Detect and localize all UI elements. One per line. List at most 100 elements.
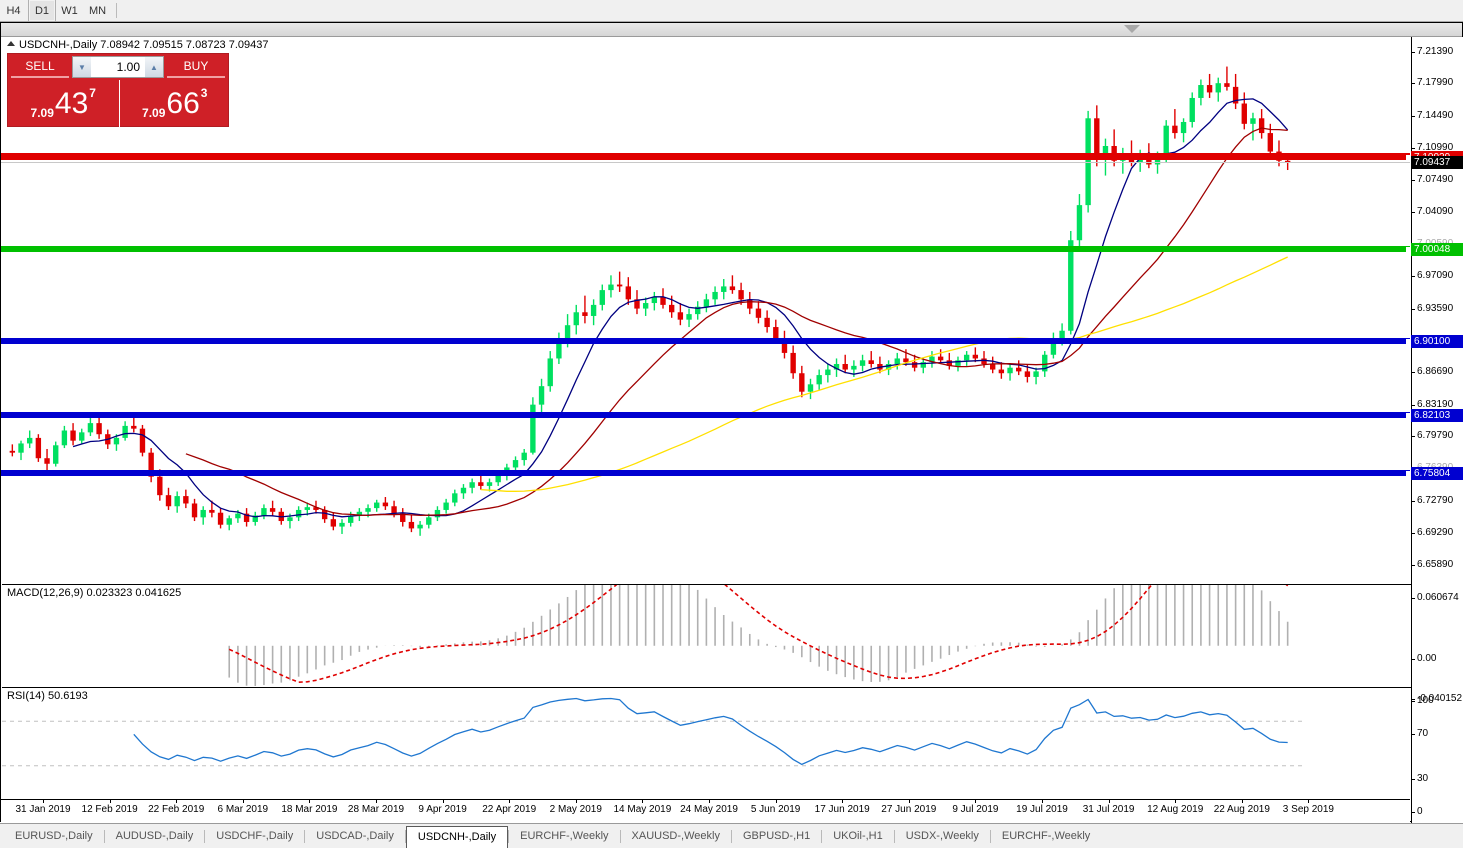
price-tick: 6.72790 xyxy=(1412,495,1463,507)
date-label: 31 Jan 2019 xyxy=(15,804,71,815)
chart-tab-audusd-daily[interactable]: AUDUSD-,Daily xyxy=(115,830,194,842)
marker-handle-icon[interactable] xyxy=(1406,412,1411,418)
price-tick: 7.10990 xyxy=(1412,142,1463,154)
date-label: 24 May 2019 xyxy=(680,804,738,815)
resistance-blue-3[interactable] xyxy=(1,469,1410,476)
rsi-tick: 30 xyxy=(1412,773,1463,785)
price-tick: 7.14490 xyxy=(1412,110,1463,122)
marker-handle-icon[interactable] xyxy=(1406,154,1411,160)
ask-line[interactable] xyxy=(1,153,1410,161)
price-tick: 7.17990 xyxy=(1412,77,1463,89)
resistance-blue-2[interactable] xyxy=(1,411,1410,418)
macd-label: MACD(12,26,9) 0.023323 0.041625 xyxy=(7,587,182,599)
date-tick xyxy=(109,800,111,803)
ask-prefix: 7.09 xyxy=(142,106,166,120)
collapse-triangle-icon[interactable] xyxy=(7,41,15,46)
timeframe-d1[interactable]: D1 xyxy=(28,0,56,21)
volume-decrement-icon[interactable]: ▼ xyxy=(73,57,91,77)
date-tick xyxy=(975,800,977,803)
support-green-price-marker[interactable]: 7.00048 xyxy=(1406,243,1463,256)
date-tick xyxy=(376,800,377,803)
marker-handle-icon[interactable] xyxy=(1406,247,1411,252)
timeframe-h4[interactable]: H4 xyxy=(6,4,21,17)
date-tick xyxy=(908,800,910,803)
tab-separator xyxy=(304,829,306,843)
price-tick: 6.93590 xyxy=(1412,303,1463,315)
date-label: 22 Aug 2019 xyxy=(1213,804,1270,815)
sell-button[interactable]: SELL xyxy=(11,56,69,78)
tab-separator xyxy=(730,829,732,843)
chart-tab-bar: EURUSD-,Daily AUDUSD-,Daily USDCHF-,Daily U… xyxy=(0,823,1463,848)
resistance-blue-1[interactable] xyxy=(1,337,1410,344)
rsi-tick: 100 xyxy=(1412,695,1463,707)
one-click-trading-panel: SELL ▼ 1.00 ▲ BUY 7.09 43 7 7.09 66 3 xyxy=(7,53,230,128)
chart-tab-eurchf-weekly[interactable]: EURCHF-,Weekly xyxy=(520,830,609,842)
timeframe-w1[interactable]: W1 xyxy=(61,4,78,17)
volume-stepper[interactable]: ▼ 1.00 ▲ xyxy=(72,56,164,78)
date-label: 28 Mar 2019 xyxy=(347,804,405,815)
tab-separator xyxy=(404,829,406,843)
date-tick xyxy=(1241,800,1243,803)
rsi-plot xyxy=(2,697,1302,767)
marker-handle-icon[interactable] xyxy=(1406,338,1411,344)
bid-fraction: 7 xyxy=(89,86,96,100)
resistance-blue-1-price-marker[interactable]: 6.90100 xyxy=(1406,334,1463,348)
timeframe-mn[interactable]: MN xyxy=(88,4,107,17)
date-label: 17 Jun 2019 xyxy=(814,804,870,815)
chart-tab-eurchf-weekly[interactable]: EURCHF-,Weekly xyxy=(1001,830,1091,842)
tab-separator xyxy=(619,829,621,843)
support-green[interactable] xyxy=(1,246,1410,252)
volume-input[interactable]: 1.00 xyxy=(116,60,140,74)
date-label: 5 Jun 2019 xyxy=(750,804,801,815)
date-tick xyxy=(43,800,44,803)
chart-frame: 7.100297.094377.000486.901006.821036.758… xyxy=(0,22,1463,823)
macd-pane: MACD(12,26,9) 0.023323 0.041625 xyxy=(2,584,1411,686)
toolbar-divider xyxy=(116,3,117,18)
ask-quote[interactable]: 7.09 66 3 xyxy=(118,80,231,128)
bid-quote[interactable]: 7.09 43 7 xyxy=(8,80,119,128)
date-tick xyxy=(775,800,777,803)
chart-tab-usdchf-daily[interactable]: USDCHF-,Daily xyxy=(216,830,294,842)
volume-increment-icon[interactable]: ▲ xyxy=(145,57,163,77)
date-tick xyxy=(242,800,244,803)
buy-button[interactable]: BUY xyxy=(167,56,225,78)
date-axis: 31 Jan 2019 12 Feb 2019 22 Feb 2019 6 Mar 2… xyxy=(1,799,1410,822)
price-tick: 6.86690 xyxy=(1412,366,1463,378)
date-label: 19 Jul 2019 xyxy=(1016,804,1068,815)
date-tick xyxy=(842,800,844,803)
date-tick xyxy=(709,800,710,803)
date-label: 27 Jun 2019 xyxy=(881,804,937,815)
date-label: 6 Mar 2019 xyxy=(217,804,269,815)
chart-tab-usdcad-daily[interactable]: USDCAD-,Daily xyxy=(316,830,394,842)
tab-separator xyxy=(508,829,510,843)
chart-tab-usdx-weekly[interactable]: USDX-,Weekly xyxy=(905,830,979,842)
date-label: 12 Aug 2019 xyxy=(1147,804,1204,815)
rsi-tick: 70 xyxy=(1412,728,1463,740)
date-tick xyxy=(1175,800,1177,803)
bid-pips: 43 xyxy=(54,87,89,120)
bid-line[interactable] xyxy=(1,161,1410,163)
chart-scroll-bar[interactable] xyxy=(1,23,1462,37)
rsi-pane: RSI(14) 50.6193 xyxy=(2,687,1411,799)
macd-plot xyxy=(228,585,1289,686)
chart-tab-gbpusd-h1[interactable]: GBPUSD-,H1 xyxy=(742,830,811,842)
macd-tick: 0.060674 xyxy=(1412,592,1463,604)
chart-tab-xauusd-weekly[interactable]: XAUUSD-,Weekly xyxy=(631,830,720,842)
tab-separator xyxy=(821,829,823,843)
marker-handle-icon[interactable] xyxy=(1406,470,1411,476)
date-label: 18 Mar 2019 xyxy=(281,804,338,815)
date-label: 9 Jul 2019 xyxy=(952,804,999,815)
macd-tick: -0.040152 xyxy=(1412,693,1463,705)
bid-line-price-marker[interactable]: 7.09437 xyxy=(1411,156,1463,170)
chart-tab-usdcnh-daily[interactable]: USDCNH-,Daily xyxy=(405,825,509,848)
resistance-blue-2-price-marker[interactable]: 6.82103 xyxy=(1406,408,1463,422)
chart-tab-eurusd-daily[interactable]: EURUSD-,Daily xyxy=(15,830,93,842)
quotes-row: 7.09 43 7 7.09 66 3 xyxy=(8,80,230,128)
symbol-ohlc-label: USDCNH-,Daily 7.08942 7.09515 7.08723 7.… xyxy=(7,39,269,51)
resistance-blue-3-price-marker[interactable]: 6.75804 xyxy=(1406,466,1463,480)
price-tick: 7.21390 xyxy=(1412,46,1463,58)
chevron-down-icon[interactable] xyxy=(1124,25,1140,33)
date-tick xyxy=(1042,800,1043,803)
chart-tab-ukoil-h1[interactable]: UKOil-,H1 xyxy=(833,830,883,842)
date-tick xyxy=(509,800,511,803)
